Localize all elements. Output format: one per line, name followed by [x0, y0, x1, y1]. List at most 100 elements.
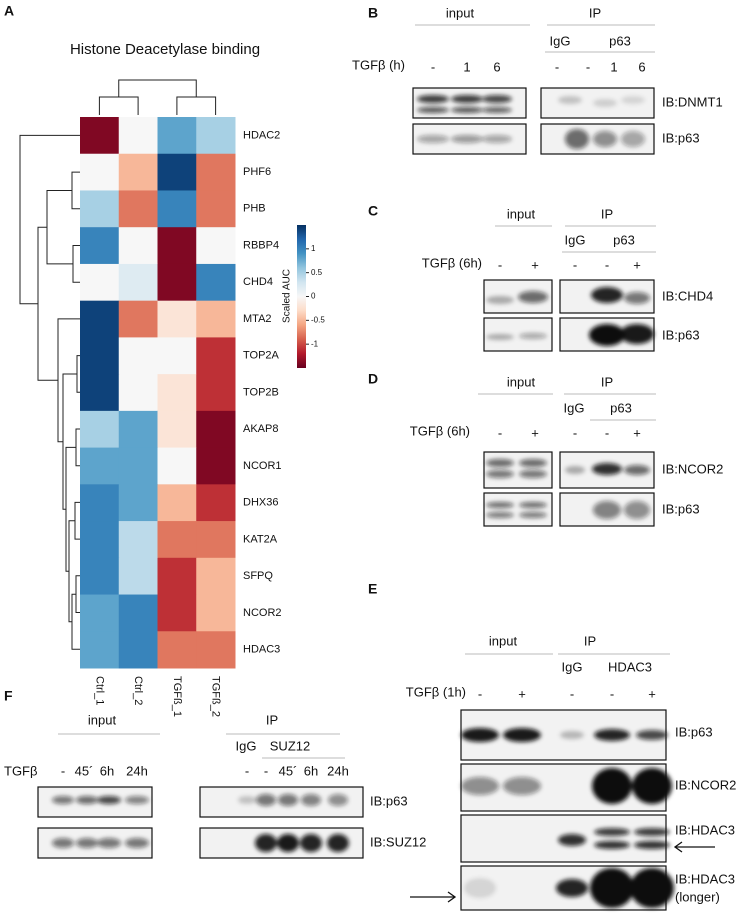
treatment-label: TGFβ (h) — [352, 57, 405, 72]
blot-bands — [52, 95, 674, 908]
band — [255, 834, 277, 852]
lane-label: 24h — [126, 763, 148, 778]
ip-label: HDAC3 — [608, 659, 652, 674]
column-label: Ctrl_1 — [93, 676, 105, 705]
lane-label: 45´ — [279, 763, 298, 778]
colorbar-tick-label: -1 — [311, 339, 319, 348]
band — [593, 501, 621, 519]
heatmap-cell — [80, 227, 120, 265]
heatmap-cell — [118, 300, 158, 338]
band — [486, 459, 514, 467]
heatmap-cell — [118, 117, 158, 155]
heatmap-cell — [80, 631, 120, 669]
heatmap-cell — [118, 263, 158, 302]
band — [125, 838, 149, 848]
lane-label: - — [573, 425, 577, 440]
band — [519, 333, 547, 339]
row-label: NCOR2 — [243, 607, 282, 619]
heatmap-cell — [118, 521, 158, 559]
lane-label: - — [245, 763, 249, 778]
blot-label: IB:p63 — [662, 130, 700, 145]
band — [518, 291, 548, 303]
lane-label: 24h — [327, 763, 349, 778]
heatmap-cell — [118, 484, 158, 522]
row-label: TOP2A — [243, 350, 280, 362]
arrow — [410, 891, 457, 903]
lane-label: - — [586, 59, 590, 74]
heatmap-cell — [157, 117, 197, 155]
lane-label: - — [555, 59, 559, 74]
band — [503, 777, 541, 795]
heatmap-cell — [157, 337, 197, 375]
column-label: TGFß_2 — [210, 676, 222, 717]
band — [417, 107, 449, 113]
lane-label: - — [573, 257, 577, 272]
band — [592, 463, 622, 475]
band — [417, 95, 449, 103]
ip-label: p63 — [609, 33, 631, 48]
band — [278, 794, 298, 806]
row-label: PHF6 — [243, 166, 271, 178]
heatmap-cell — [157, 374, 197, 412]
row-label: HDAC3 — [243, 644, 280, 656]
heatmap-cell — [196, 117, 236, 155]
ip-label: IgG — [550, 33, 571, 48]
lane-label: + — [648, 686, 656, 701]
heatmap: HDAC2 PHF6 PHB RBBP4 CHD4 MTA2 TOP2A TOP2B AKAP8… — [80, 117, 282, 717]
group-label: IP — [266, 712, 278, 727]
band — [277, 834, 299, 852]
treatment-label: TGFβ (6h) — [410, 423, 470, 438]
band — [519, 502, 547, 508]
band — [632, 768, 672, 804]
blot — [483, 492, 553, 527]
row-dendrogram — [19, 134, 80, 650]
group-label: input — [446, 5, 475, 20]
blot — [483, 451, 553, 489]
heatmap-cell — [80, 484, 120, 522]
band — [76, 838, 98, 848]
heatmap-cell — [157, 410, 197, 449]
heatmap-cell — [80, 447, 120, 485]
heatmap-cell — [118, 153, 158, 191]
blot-label: IB:p63 — [662, 327, 700, 342]
band — [451, 107, 483, 113]
lane-label: + — [633, 257, 641, 272]
band — [97, 838, 121, 848]
lane-label: + — [531, 257, 539, 272]
lane-label: - — [264, 763, 268, 778]
panel-label: C — [368, 203, 378, 219]
lane-label: 6 — [493, 59, 500, 74]
heatmap-cell — [118, 594, 158, 632]
band — [417, 135, 449, 143]
ip-label: IgG — [236, 738, 257, 753]
band — [594, 841, 630, 849]
band — [593, 99, 617, 107]
lane-label: - — [605, 425, 609, 440]
band — [451, 135, 483, 143]
heatmap-cell — [157, 263, 197, 302]
heatmap-cell — [118, 447, 158, 485]
treatment-label: TGFβ — [4, 763, 37, 778]
lane-label: - — [431, 59, 435, 74]
lane-label: + — [518, 686, 526, 701]
band — [634, 828, 670, 836]
row-label: HDAC2 — [243, 129, 280, 141]
lane-label: 45´ — [75, 763, 94, 778]
blot-label: IB:CHD4 — [662, 288, 713, 303]
band — [621, 131, 645, 147]
band — [593, 131, 617, 147]
band — [451, 95, 483, 103]
heatmap-cell — [196, 447, 236, 485]
ip-label: IgG — [565, 232, 586, 247]
heatmap-cell — [196, 227, 236, 265]
band — [486, 502, 514, 508]
heatmap-cell — [157, 153, 197, 191]
band — [560, 731, 584, 739]
band — [591, 287, 623, 303]
band — [486, 296, 514, 304]
colorbar-tick-label: -0.5 — [311, 315, 325, 324]
band — [328, 794, 348, 806]
blot-label: IB:DNMT1 — [662, 94, 723, 109]
colorbar-tick-label: 0.5 — [311, 268, 323, 277]
heatmap-cell — [80, 117, 120, 155]
